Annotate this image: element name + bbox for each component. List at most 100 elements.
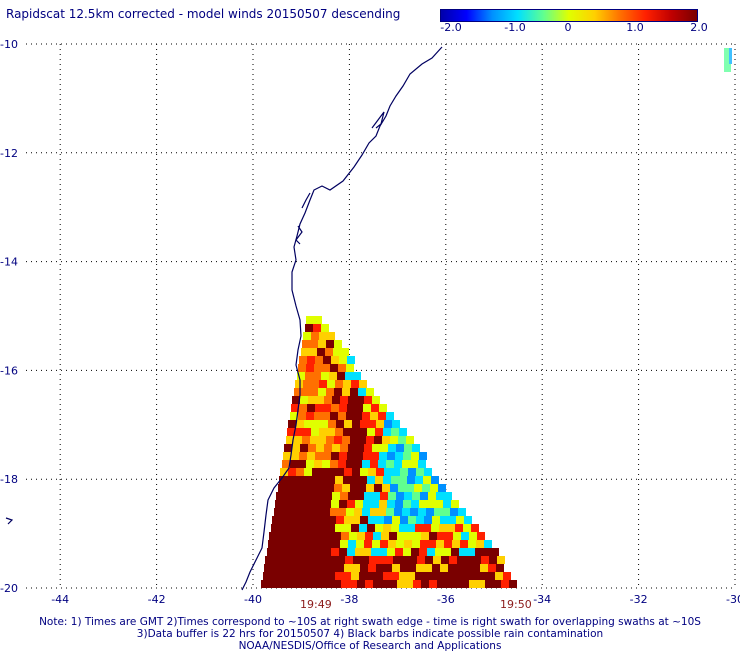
wind-cell — [306, 460, 314, 468]
wind-cell — [319, 476, 327, 484]
wind-cell — [355, 548, 363, 556]
wind-cell — [368, 516, 376, 524]
wind-cell — [333, 532, 341, 540]
wind-cell — [419, 548, 427, 556]
wind-cell — [330, 412, 338, 420]
wind-cell — [317, 348, 325, 356]
wind-cell — [323, 548, 331, 556]
wind-cell — [349, 532, 357, 540]
wind-cell — [423, 476, 431, 484]
wind-cell — [401, 556, 409, 564]
wind-cell — [391, 572, 399, 580]
wind-cell — [436, 540, 444, 548]
wind-cell — [477, 580, 485, 588]
colorbar-label-zero: 0 — [564, 21, 572, 34]
wind-cell — [384, 468, 392, 476]
wind-cell — [332, 540, 340, 548]
wind-cell — [315, 548, 323, 556]
wind-cell — [348, 492, 356, 500]
wind-cell — [416, 516, 424, 524]
wind-cell — [437, 580, 445, 588]
wind-cell — [299, 404, 307, 412]
wind-cell — [348, 540, 356, 548]
wind-cell — [315, 452, 323, 460]
wind-cell — [404, 444, 412, 452]
wind-cell — [374, 484, 382, 492]
wind-cell — [475, 548, 483, 556]
wind-cell — [364, 396, 372, 404]
wind-cell — [322, 508, 330, 516]
wind-cell — [267, 548, 275, 556]
wind-cell — [389, 532, 397, 540]
wind-cell — [375, 476, 383, 484]
wind-cell — [413, 532, 421, 540]
map-grid — [26, 43, 736, 589]
wind-cell — [283, 500, 291, 508]
wind-cell — [383, 524, 391, 532]
wind-cell — [375, 524, 383, 532]
wind-cell — [286, 436, 294, 444]
wind-cell — [431, 524, 439, 532]
wind-cell — [351, 524, 359, 532]
wind-cell — [503, 572, 511, 580]
wind-cell — [335, 476, 343, 484]
wind-cell — [398, 436, 406, 444]
wind-cell — [314, 460, 322, 468]
wind-cell — [397, 580, 405, 588]
wind-cell — [321, 372, 329, 380]
wind-cell — [311, 524, 319, 532]
wind-cell — [307, 452, 315, 460]
wind-cell — [420, 492, 428, 500]
wind-cell — [342, 388, 350, 396]
wind-cell — [336, 516, 344, 524]
wind-cell — [366, 388, 374, 396]
wind-cell — [295, 428, 303, 436]
wind-cell — [489, 556, 497, 564]
wind-cell — [311, 332, 319, 340]
wind-cell — [476, 540, 484, 548]
wind-cell — [471, 572, 479, 580]
wind-cell — [322, 412, 330, 420]
wind-cell — [399, 476, 407, 484]
wind-cell — [304, 516, 312, 524]
wind-cell — [429, 532, 437, 540]
wind-cell — [415, 572, 423, 580]
wind-cell — [447, 572, 455, 580]
wind-cell — [295, 380, 303, 388]
colorbar-label-pos1: 1.0 — [626, 21, 644, 34]
wind-cell — [312, 468, 320, 476]
wind-cell — [415, 524, 423, 532]
wind-cell — [367, 428, 375, 436]
wind-cell — [464, 564, 472, 572]
wind-cell — [366, 484, 374, 492]
wind-cell — [343, 572, 351, 580]
wind-cell — [425, 556, 433, 564]
wind-cell — [327, 380, 335, 388]
wind-cell — [434, 508, 442, 516]
wind-cell — [316, 492, 324, 500]
wind-cell — [394, 508, 402, 516]
wind-cell — [352, 516, 360, 524]
wind-cell — [327, 524, 335, 532]
wind-cell — [320, 468, 328, 476]
wind-cell — [269, 532, 277, 540]
wind-cell — [439, 524, 447, 532]
wind-cell — [347, 500, 355, 508]
wind-cell — [329, 372, 337, 380]
wind-cell — [312, 564, 320, 572]
wind-cell — [467, 548, 475, 556]
wind-cell — [382, 436, 390, 444]
wind-cell — [299, 356, 307, 364]
wind-cell — [424, 564, 432, 572]
wind-cell — [284, 444, 292, 452]
wind-cell — [414, 484, 422, 492]
wind-cell — [469, 532, 477, 540]
wind-cell — [452, 540, 460, 548]
wind-cell — [395, 500, 403, 508]
wind-cell — [303, 476, 311, 484]
wind-cell — [314, 412, 322, 420]
wind-cell — [275, 548, 283, 556]
wind-cell — [364, 444, 372, 452]
wind-cell — [400, 516, 408, 524]
